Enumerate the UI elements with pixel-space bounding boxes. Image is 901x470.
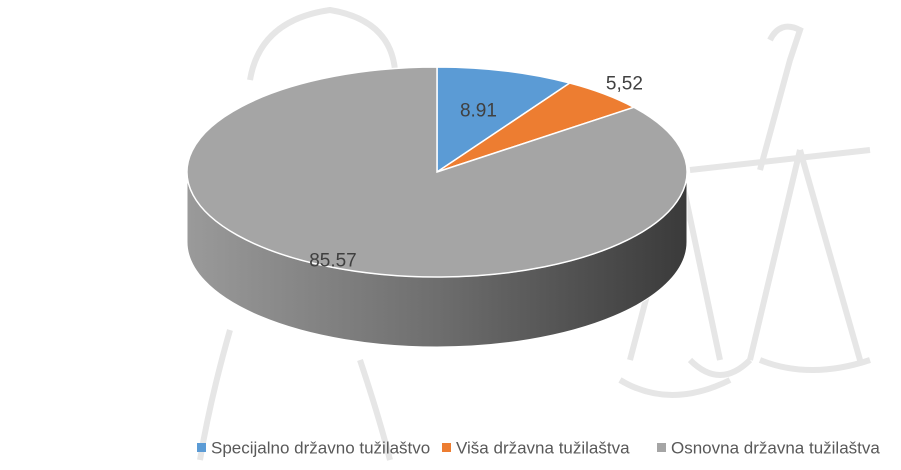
data-label: 8.91	[460, 100, 497, 121]
chart: 8.91 5,52 85.57 Specijalno državno tužilaš…	[0, 0, 901, 470]
data-label: 5,52	[606, 74, 643, 95]
legend-label: Specijalno državno tužilaštvo	[211, 438, 430, 457]
data-label: 85.57	[309, 251, 357, 272]
legend-marker	[197, 443, 206, 452]
legend-marker	[442, 443, 451, 452]
legend-marker	[657, 443, 666, 452]
pie: 8.91 5,52 85.57	[187, 67, 687, 347]
legend: Specijalno državno tužilaštvo Viša državn…	[197, 438, 880, 457]
legend-label: Osnovna državna tužilaštva	[671, 438, 880, 457]
legend-label: Viša državna tužilaštva	[456, 438, 630, 457]
